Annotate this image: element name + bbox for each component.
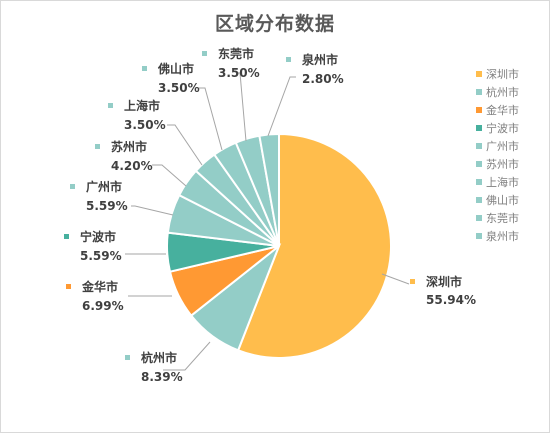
pie-slice-9 xyxy=(258,132,280,247)
data-label-name-6: 上海市 xyxy=(124,98,160,113)
data-label-value-8: 3.50% xyxy=(218,66,260,80)
legend-label-8: 东莞市 xyxy=(486,212,519,225)
data-label-name-8: 东莞市 xyxy=(218,46,254,61)
legend-label-7: 佛山市 xyxy=(486,194,519,207)
chart-title: 区域分布数据 xyxy=(214,13,335,35)
legend-label-2: 金华市 xyxy=(486,104,519,117)
legend-label-5: 苏州市 xyxy=(486,158,519,171)
data-label-value-5: 4.20% xyxy=(111,159,153,173)
leader-line-5 xyxy=(152,164,187,187)
leader-line-4 xyxy=(131,205,174,216)
data-label-value-3: 5.59% xyxy=(80,249,122,263)
label-swatch-5 xyxy=(95,144,100,149)
legend-swatch-2 xyxy=(476,107,482,113)
leader-line-7 xyxy=(199,87,223,151)
legend-item-9: 泉州市 xyxy=(476,227,519,245)
chart-legend: 深圳市杭州市金华市宁波市广州市苏州市上海市佛山市东莞市泉州市 xyxy=(476,65,519,245)
legend-swatch-3 xyxy=(476,125,482,131)
legend-label-9: 泉州市 xyxy=(486,230,519,243)
legend-item-8: 东莞市 xyxy=(476,209,519,227)
data-label-name-3: 宁波市 xyxy=(80,229,116,244)
data-label-value-7: 3.50% xyxy=(158,81,200,95)
data-label-name-7: 佛山市 xyxy=(157,61,194,76)
legend-label-0: 深圳市 xyxy=(486,68,519,81)
legend-swatch-5 xyxy=(476,161,482,167)
legend-label-1: 杭州市 xyxy=(486,86,519,99)
data-label-name-0: 深圳市 xyxy=(426,274,462,289)
label-swatch-3 xyxy=(64,234,69,239)
label-swatch-6 xyxy=(108,103,113,108)
data-label-value-4: 5.59% xyxy=(86,199,128,213)
legend-item-7: 佛山市 xyxy=(476,191,519,209)
legend-swatch-8 xyxy=(476,215,482,221)
leader-line-0 xyxy=(381,273,410,285)
data-label-value-6: 3.50% xyxy=(124,118,166,132)
label-swatch-9 xyxy=(286,57,291,62)
legend-item-0: 深圳市 xyxy=(476,65,519,83)
legend-item-5: 苏州市 xyxy=(476,155,519,173)
data-label-value-1: 8.39% xyxy=(141,370,183,384)
data-label-name-1: 杭州市 xyxy=(141,350,177,365)
legend-item-3: 宁波市 xyxy=(476,119,519,137)
leader-line-1 xyxy=(163,341,211,371)
label-swatch-0 xyxy=(410,279,415,284)
data-label-value-2: 6.99% xyxy=(82,299,124,313)
legend-item-1: 杭州市 xyxy=(476,83,519,101)
legend-item-6: 上海市 xyxy=(476,173,519,191)
legend-swatch-9 xyxy=(476,233,482,239)
leader-line-6 xyxy=(167,124,203,166)
leader-line-8 xyxy=(236,72,247,142)
data-label-name-2: 金华市 xyxy=(81,279,118,294)
legend-swatch-0 xyxy=(476,71,482,77)
label-swatch-4 xyxy=(70,184,75,189)
legend-swatch-6 xyxy=(476,179,482,185)
legend-swatch-7 xyxy=(476,197,482,203)
label-swatch-8 xyxy=(202,51,207,56)
legend-item-2: 金华市 xyxy=(476,101,519,119)
data-label-name-5: 苏州市 xyxy=(111,139,147,154)
data-label-value-0: 55.94% xyxy=(426,293,476,307)
legend-label-4: 广州市 xyxy=(486,140,519,153)
pie-slice-0 xyxy=(236,132,392,359)
data-label-name-4: 广州市 xyxy=(86,179,122,194)
leader-line-9 xyxy=(267,76,296,137)
data-label-name-9: 泉州市 xyxy=(302,52,338,67)
data-label-value-9: 2.80% xyxy=(302,72,344,86)
label-swatch-7 xyxy=(142,66,147,71)
legend-label-3: 宁波市 xyxy=(486,122,519,135)
legend-swatch-1 xyxy=(476,89,482,95)
legend-item-4: 广州市 xyxy=(476,137,519,155)
label-swatch-1 xyxy=(125,355,130,360)
label-swatch-2 xyxy=(66,284,71,289)
legend-label-6: 上海市 xyxy=(486,176,519,189)
legend-swatch-4 xyxy=(476,143,482,149)
